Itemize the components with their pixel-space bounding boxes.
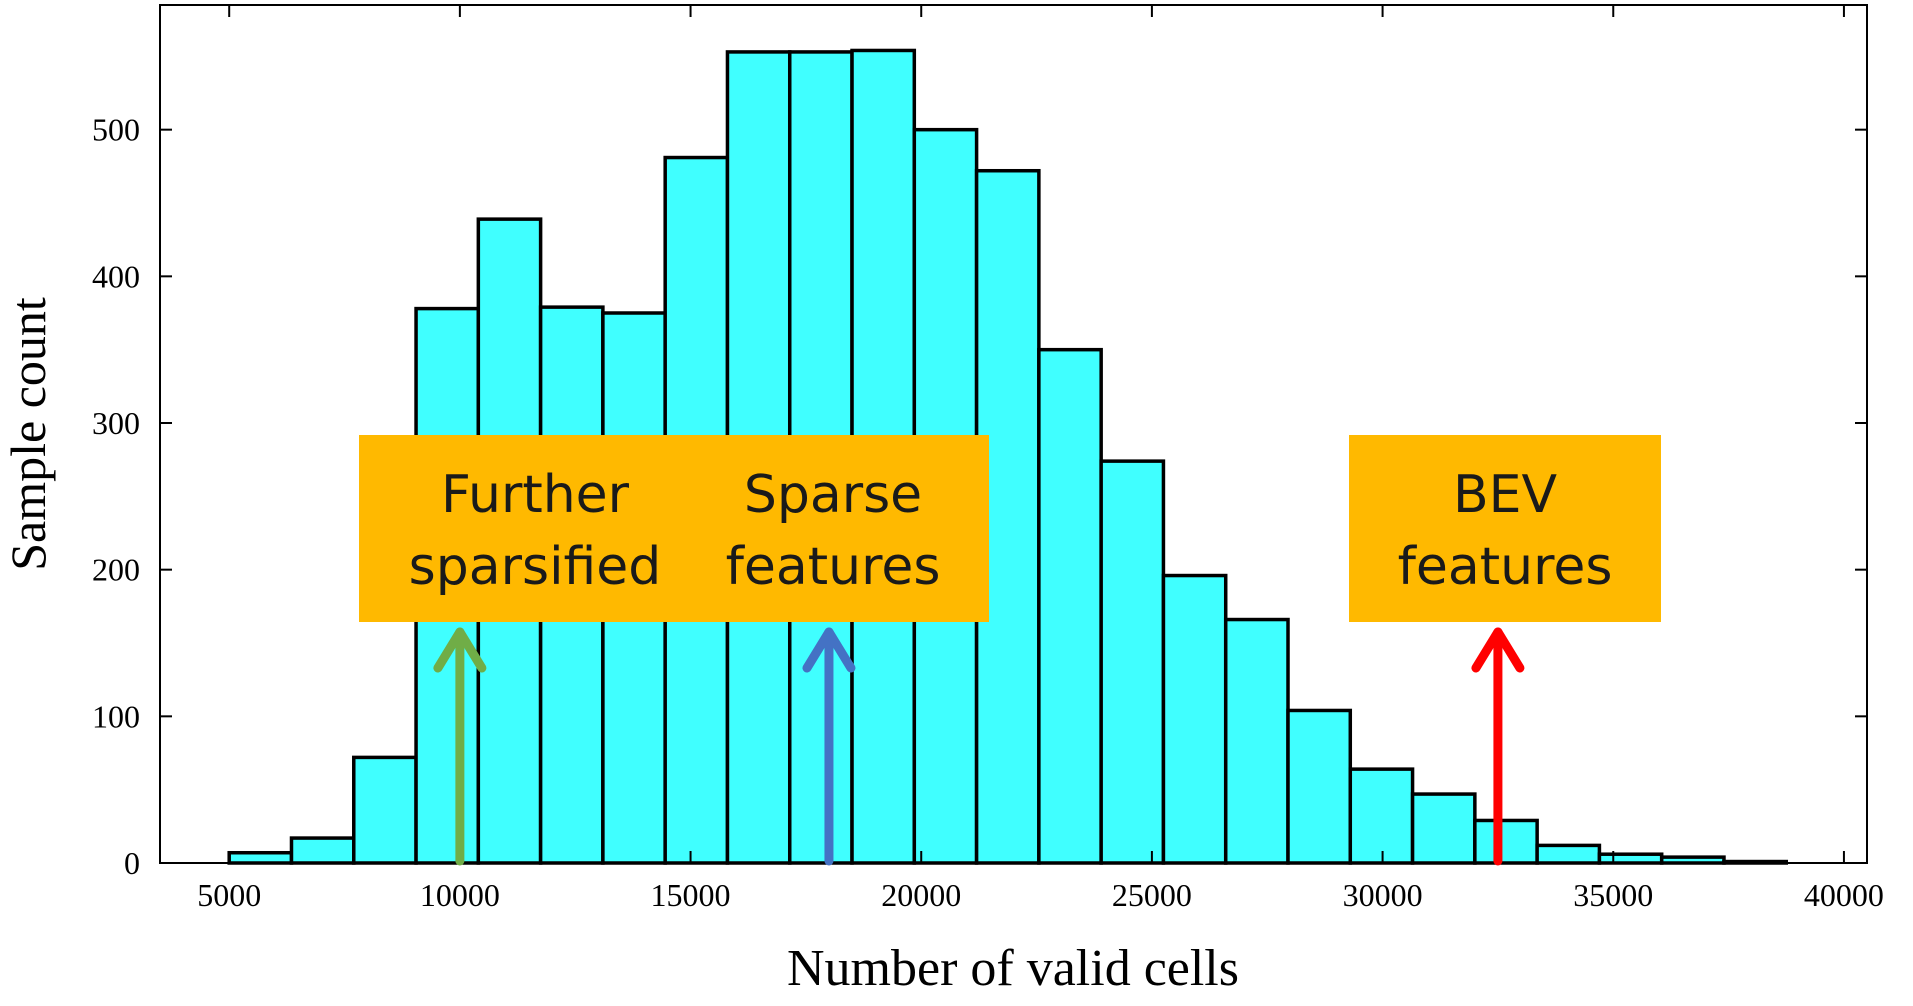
x-tick-label: 30000 bbox=[1343, 877, 1423, 913]
histogram-bar bbox=[1659, 855, 1726, 865]
callout-text-line: Further bbox=[441, 465, 630, 525]
x-tick-label: 10000 bbox=[420, 877, 500, 913]
callout-text-line: features bbox=[726, 537, 941, 597]
callout-text-line: features bbox=[1398, 537, 1613, 597]
histogram-bar bbox=[1161, 573, 1228, 865]
histogram-bar bbox=[1099, 459, 1166, 865]
callout-arrowhead bbox=[433, 627, 487, 673]
histogram-bar bbox=[1286, 708, 1353, 865]
callout-arrowhead bbox=[1471, 627, 1525, 673]
x-tick-label: 35000 bbox=[1573, 877, 1653, 913]
callout-arrowhead bbox=[802, 627, 856, 673]
x-tick-label: 5000 bbox=[197, 877, 261, 913]
y-tick-label: 300 bbox=[92, 405, 140, 441]
y-tick-label: 200 bbox=[92, 552, 140, 588]
histogram-bar bbox=[227, 850, 294, 865]
callout-box bbox=[677, 435, 989, 622]
callout-text-line: sparsified bbox=[409, 537, 662, 597]
histogram-bar bbox=[289, 836, 356, 865]
callout-text-line: Sparse bbox=[744, 465, 922, 525]
callout-box bbox=[359, 435, 711, 622]
callout-text-line: BEV bbox=[1453, 465, 1558, 525]
ticks-group: 5000 10000 15000 20000 25000 30000 35000 40000 0… bbox=[92, 5, 1884, 913]
histogram-bar bbox=[1535, 843, 1602, 865]
y-tick-label: 400 bbox=[92, 258, 140, 294]
histogram-bar bbox=[1722, 859, 1789, 865]
callout-bev-features: BEV features bbox=[1349, 435, 1661, 866]
callout-sparse-features: Sparse features bbox=[677, 435, 989, 866]
histogram-bar bbox=[1037, 347, 1103, 865]
x-axis-label: Number of valid cells bbox=[787, 940, 1239, 997]
y-tick-label: 500 bbox=[92, 112, 140, 148]
y-tick-label: 0 bbox=[124, 845, 140, 881]
histogram-bar bbox=[1410, 792, 1477, 865]
y-axis-label: Sample count bbox=[0, 297, 56, 571]
callout-further-sparsified: Further sparsified bbox=[359, 435, 711, 866]
callout-box bbox=[1349, 435, 1661, 622]
histogram-bar bbox=[1597, 852, 1664, 865]
histogram-bar bbox=[352, 755, 418, 865]
x-tick-label: 15000 bbox=[651, 877, 731, 913]
histogram-bar bbox=[1473, 818, 1539, 865]
annotations-group: Further sparsified Sparse features BEV featur… bbox=[359, 435, 1661, 866]
histogram-bar bbox=[1348, 767, 1415, 865]
x-tick-label: 20000 bbox=[881, 877, 961, 913]
x-tick-label: 40000 bbox=[1804, 877, 1884, 913]
x-tick-label: 25000 bbox=[1112, 877, 1192, 913]
histogram-bar bbox=[1223, 617, 1290, 865]
y-tick-label: 100 bbox=[92, 698, 140, 734]
